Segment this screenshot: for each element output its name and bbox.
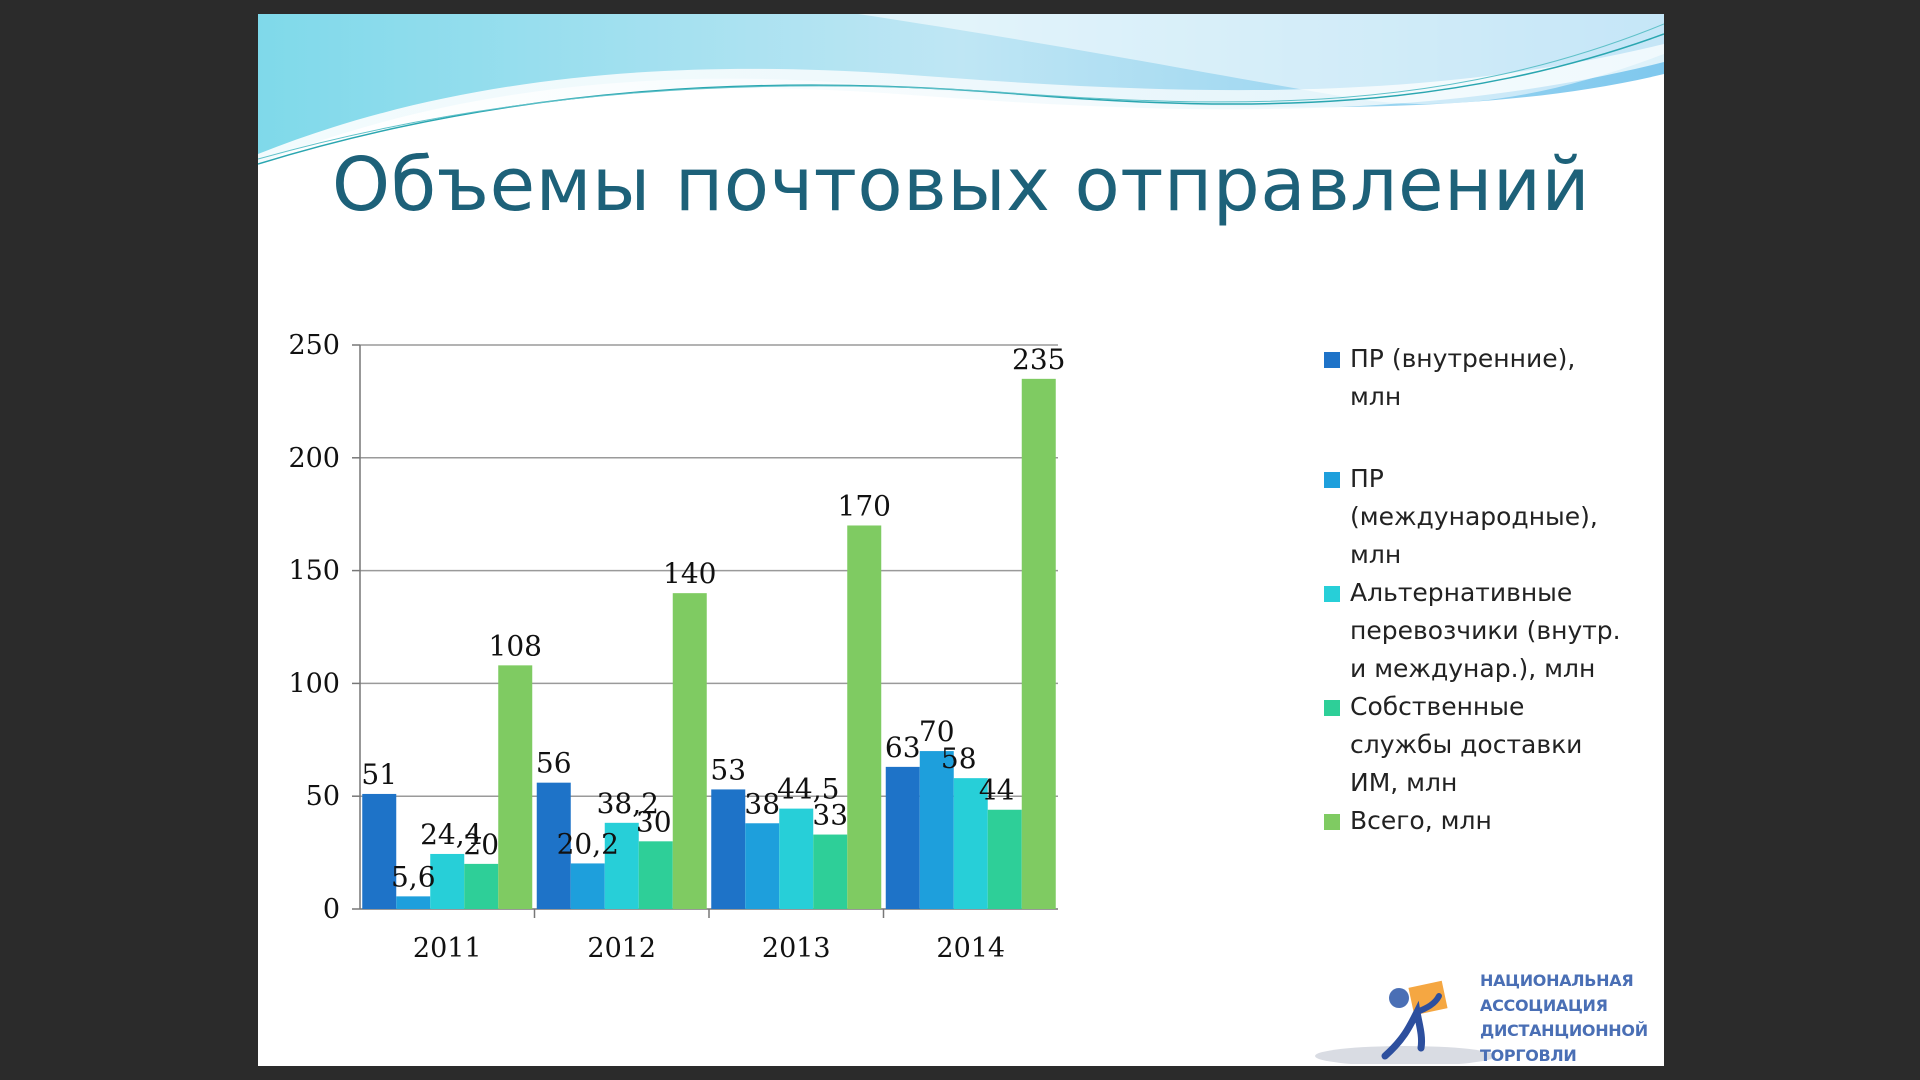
data-label: 38,2 <box>597 787 659 820</box>
data-label: 44,5 <box>777 773 839 806</box>
bar <box>987 809 1022 909</box>
y-tick-label: 100 <box>288 668 340 699</box>
logo-text-line: НАЦИОНАЛЬНАЯ <box>1480 971 1634 990</box>
legend-item: ПР (международные), млн <box>1324 460 1624 574</box>
bar <box>498 665 533 909</box>
bar <box>847 525 882 909</box>
legend-label-line: ПР (внутренние), <box>1350 344 1576 373</box>
bar <box>604 822 639 909</box>
legend-label-line: Собственные <box>1350 692 1525 721</box>
legend-label-line: ПР <box>1350 464 1384 493</box>
data-label: 5,6 <box>391 860 436 893</box>
data-label: 38 <box>744 787 780 820</box>
logo-text-line: ДИСТАНЦИОННОЙ <box>1480 1021 1648 1040</box>
bar <box>464 863 499 909</box>
slide-title: Объемы почтовых отправлений <box>331 142 1591 228</box>
x-tick-label: 2011 <box>413 933 482 964</box>
legend-label-line: службы доставки <box>1350 730 1583 759</box>
data-label: 235 <box>1012 343 1065 376</box>
data-label: 44 <box>979 774 1015 807</box>
legend-label-line: перевозчики (внутр. <box>1350 616 1621 645</box>
legend-item: Альтернативные перевозчики (внутр. и между… <box>1324 574 1624 688</box>
data-label: 108 <box>489 629 542 662</box>
x-tick-label: 2014 <box>936 933 1005 964</box>
legend-label-line: (международные), <box>1350 502 1598 531</box>
legend-item: ПР (внутренние), млн <box>1324 340 1624 416</box>
data-label: 58 <box>941 742 977 775</box>
bar-chart: 0 50 100 150 200 250 2011 2012 2013 2014 51 5,6 24,… <box>288 330 1065 964</box>
bar <box>638 841 673 909</box>
legend-swatch <box>1324 586 1340 602</box>
bar <box>570 863 605 909</box>
y-tick-label: 200 <box>288 443 340 474</box>
legend-label-line: ИМ, млн <box>1350 768 1458 797</box>
bar <box>919 751 954 909</box>
bar <box>1021 378 1056 910</box>
bar <box>779 808 814 909</box>
logo-text-line: ТОРГОВЛИ <box>1480 1046 1577 1065</box>
legend-swatch <box>1324 700 1340 716</box>
x-tick-label: 2012 <box>587 933 656 964</box>
y-tick-label: 50 <box>306 781 340 812</box>
association-logo <box>1315 980 1495 1064</box>
data-label: 53 <box>710 753 746 786</box>
bar <box>745 823 780 909</box>
axes: 0 50 100 150 200 250 2011 2012 2013 2014 <box>288 330 1058 964</box>
legend-label-line: Альтернативные <box>1350 578 1573 607</box>
data-label: 30 <box>636 805 672 838</box>
legend-swatch <box>1324 814 1340 830</box>
data-label: 51 <box>361 758 397 791</box>
bar <box>953 778 988 909</box>
bar <box>885 766 920 909</box>
legend-swatch <box>1324 352 1340 368</box>
x-tick-label: 2013 <box>762 933 831 964</box>
legend-swatch <box>1324 472 1340 488</box>
header-wave-decoration <box>258 14 1664 169</box>
data-label: 20 <box>463 828 499 861</box>
logo-text-line: АССОЦИАЦИЯ <box>1480 996 1608 1015</box>
bars <box>362 378 1056 910</box>
bar <box>396 896 431 909</box>
data-label: 63 <box>885 731 921 764</box>
bar <box>711 789 746 909</box>
bar <box>536 782 571 909</box>
legend-label-line: млн <box>1350 382 1402 411</box>
bar <box>672 593 707 909</box>
y-tick-label: 150 <box>288 556 340 587</box>
legend-item: Собственные службы доставки ИМ, млн <box>1324 688 1624 802</box>
data-label: 24,4 <box>420 818 482 851</box>
legend-label-line: млн <box>1350 540 1402 569</box>
data-label: 20,2 <box>557 827 619 860</box>
bar <box>430 853 465 909</box>
data-label: 170 <box>838 489 891 522</box>
data-label: 33 <box>812 799 848 832</box>
y-tick-label: 0 <box>323 894 340 925</box>
data-label: 70 <box>919 715 955 748</box>
legend-label-line: и междунар.), млн <box>1350 654 1596 683</box>
logo-text: НАЦИОНАЛЬНАЯ АССОЦИАЦИЯ ДИСТАНЦИОННОЙ ТОРГО… <box>1480 968 1648 1066</box>
legend-item: Всего, млн <box>1324 802 1624 840</box>
slide: Объемы почтовых отправлений 0 50 100 150 200… <box>258 14 1664 1066</box>
data-label: 56 <box>536 747 572 780</box>
data-label: 140 <box>663 557 716 590</box>
bar <box>362 793 397 909</box>
legend-label-line: Всего, млн <box>1350 806 1492 835</box>
chart-legend: ПР (внутренние), млн ПР (международные), млн… <box>1324 340 1624 840</box>
bar <box>813 834 848 909</box>
y-tick-label: 250 <box>288 330 340 361</box>
